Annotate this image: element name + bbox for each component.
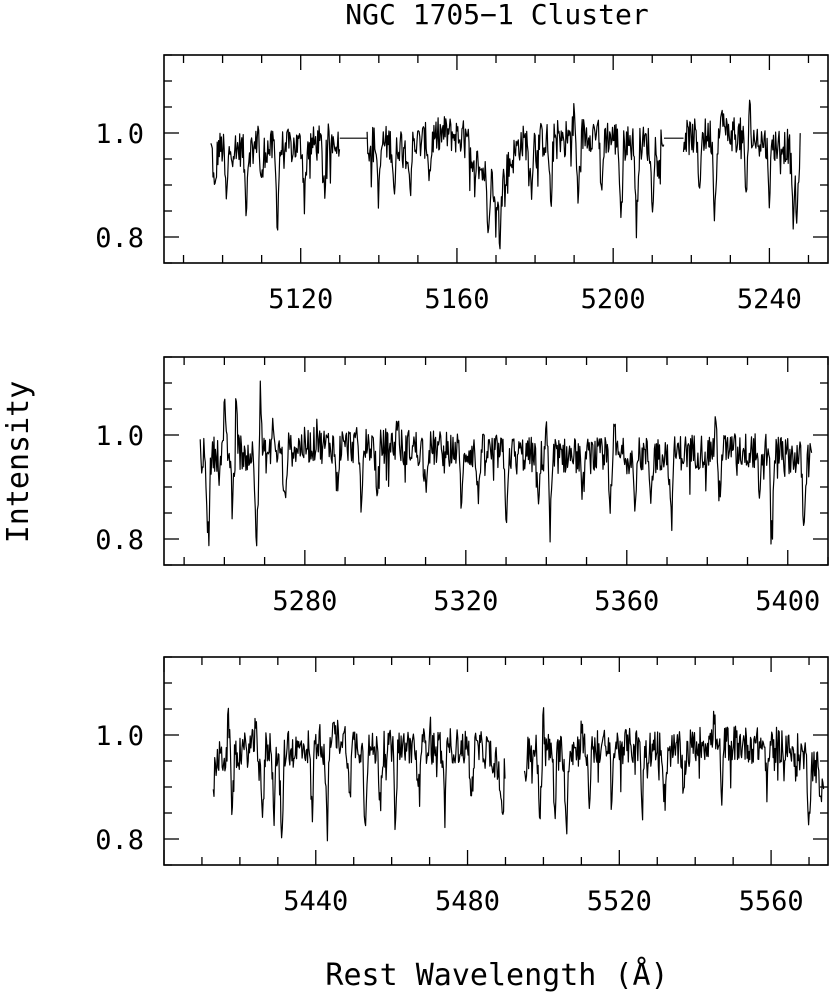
panel-frame	[163, 656, 829, 866]
x-tick-label: 5200	[581, 284, 646, 315]
x-tick-label: 5320	[433, 586, 498, 617]
spectrum-line-segment	[366, 103, 665, 250]
spectrum-panel-3: 5440 5480 5520 5560 0.8 1.0	[95, 656, 829, 917]
spectrum-line-segment	[682, 99, 801, 230]
figure-title: NGC 1705−1 Cluster	[345, 0, 648, 31]
spectrum-line-segment	[210, 123, 341, 231]
y-tick-label: 0.8	[95, 825, 144, 856]
spectrum-line-segment	[199, 380, 813, 547]
spectrum-panel-2: 5280 5320 5360 5400 0.8 1.0	[95, 356, 829, 617]
x-tick-label: 5240	[737, 284, 802, 315]
x-tick-label: 5440	[283, 886, 348, 917]
x-axis-title: Rest Wavelength (Å)	[325, 957, 668, 993]
x-tick-label: 5160	[424, 284, 489, 315]
spectrum-line-segment	[523, 707, 825, 835]
x-tick-label: 5280	[272, 586, 337, 617]
y-tick-label: 0.8	[95, 525, 144, 556]
y-tick-label: 1.0	[95, 421, 144, 452]
x-tick-label: 5360	[594, 586, 659, 617]
x-tick-label: 5520	[587, 886, 652, 917]
x-tick-label: 5560	[739, 886, 804, 917]
panels-group: 5120 5160 5200 5240 0.8 1.0 5280 5320 5360 5400 0.…	[95, 54, 829, 917]
y-tick-label: 1.0	[95, 721, 144, 752]
panel-frame	[163, 356, 829, 566]
spectrum-line-segment	[212, 707, 506, 842]
y-tick-label: 1.0	[95, 119, 144, 150]
x-tick-label: 5400	[755, 586, 820, 617]
x-tick-label: 5480	[435, 886, 500, 917]
y-axis-title: Intensity	[1, 381, 36, 544]
spectrum-panel-1: 5120 5160 5200 5240 0.8 1.0	[95, 54, 829, 315]
x-tick-label: 5120	[268, 284, 333, 315]
y-tick-label: 0.8	[95, 223, 144, 254]
